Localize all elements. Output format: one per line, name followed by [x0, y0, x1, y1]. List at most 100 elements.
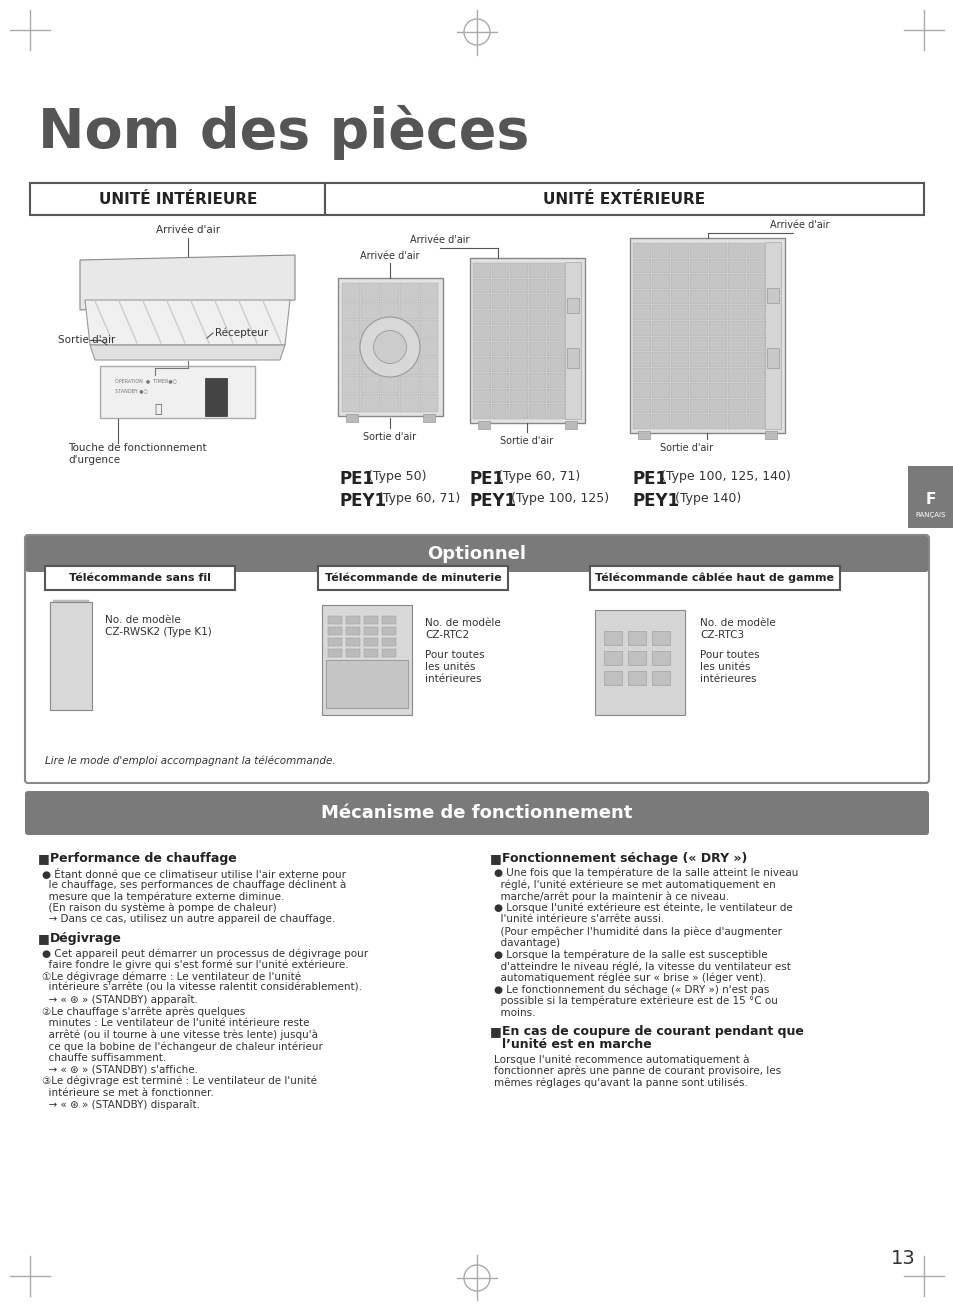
Bar [528, 294, 546, 310]
Bar [633, 414, 650, 428]
Bar [53, 613, 89, 622]
Bar [510, 374, 527, 388]
Bar [766, 289, 779, 303]
FancyBboxPatch shape [26, 535, 927, 572]
Bar [708, 243, 726, 257]
Bar [341, 338, 360, 357]
Text: le chauffage, ses performances de chauffage déclinent à: le chauffage, ses performances de chauff… [42, 880, 346, 891]
Bar [491, 294, 509, 310]
Bar [341, 283, 360, 300]
Text: moins.: moins. [494, 1007, 535, 1017]
Text: réglé, l'unité extérieure se met automatiquement en: réglé, l'unité extérieure se met automat… [494, 880, 775, 891]
Bar [346, 649, 359, 657]
Bar [689, 306, 707, 320]
Text: (Type 60, 71): (Type 60, 71) [377, 492, 459, 505]
Bar [361, 320, 379, 338]
Text: Sortie d'air: Sortie d'air [659, 443, 713, 453]
Bar [346, 414, 357, 422]
Bar [491, 325, 509, 341]
Bar [651, 671, 669, 686]
Text: ①Le dégivrage démarre : Le ventilateur de l'unité: ①Le dégivrage démarre : Le ventilateur d… [42, 972, 301, 982]
Bar [547, 325, 564, 341]
Bar [627, 631, 645, 645]
Bar [633, 353, 650, 367]
Text: marche/arrêt pour la maintenir à ce niveau.: marche/arrêt pour la maintenir à ce nive… [494, 891, 728, 901]
Bar [419, 320, 437, 338]
Bar [633, 274, 650, 289]
Bar [326, 660, 408, 708]
Text: d'atteindre le niveau réglé, la vitesse du ventilateur est: d'atteindre le niveau réglé, la vitesse … [494, 961, 790, 972]
Bar [341, 376, 360, 393]
Bar [328, 639, 341, 646]
Bar [708, 383, 726, 398]
Bar [708, 259, 726, 273]
Bar [380, 283, 398, 300]
Bar [547, 374, 564, 388]
Text: Arrivée d'air: Arrivée d'air [155, 225, 220, 235]
Bar [627, 650, 645, 665]
Text: (Type 140): (Type 140) [675, 492, 740, 505]
Text: intérieure se met à fonctionner.: intérieure se met à fonctionner. [42, 1088, 213, 1097]
Bar [651, 631, 669, 645]
Bar [727, 353, 745, 367]
Bar [603, 631, 621, 645]
Text: → Dans ce cas, utilisez un autre appareil de chauffage.: → Dans ce cas, utilisez un autre apparei… [42, 914, 335, 925]
Text: → « ⊛ » (STANDBY) s'affiche.: → « ⊛ » (STANDBY) s'affiche. [42, 1064, 198, 1075]
Bar [380, 338, 398, 357]
Bar [53, 680, 89, 700]
Bar [380, 376, 398, 393]
Bar [528, 358, 546, 372]
Bar [361, 358, 379, 375]
Polygon shape [90, 345, 285, 360]
Bar [564, 263, 580, 419]
Text: Pour toutes: Pour toutes [700, 650, 759, 660]
Bar [473, 294, 490, 310]
Bar [510, 310, 527, 325]
Bar [689, 414, 707, 428]
Text: mêmes réglages qu'avant la panne sont utilisés.: mêmes réglages qu'avant la panne sont ut… [494, 1077, 747, 1088]
Bar [510, 278, 527, 294]
Text: ● Une fois que la température de la salle atteint le niveau: ● Une fois que la température de la sall… [494, 868, 798, 879]
Text: Télécommande de minuterie: Télécommande de minuterie [324, 573, 500, 582]
Bar [491, 278, 509, 294]
Bar [381, 616, 395, 624]
Bar [708, 414, 726, 428]
Bar [689, 243, 707, 257]
Bar [746, 274, 764, 289]
Bar [746, 321, 764, 336]
Bar [670, 274, 688, 289]
Text: Sortie d'air: Sortie d'air [58, 336, 115, 345]
Text: Arrivée d'air: Arrivée d'air [770, 219, 829, 230]
Bar [651, 398, 669, 414]
Bar [380, 358, 398, 375]
Text: No. de modèle: No. de modèle [105, 615, 180, 626]
Text: ③Le dégivrage est terminé : Le ventilateur de l'unité: ③Le dégivrage est terminé : Le ventilate… [42, 1076, 316, 1087]
Bar [399, 394, 418, 411]
Bar [670, 414, 688, 428]
Bar [689, 290, 707, 304]
Text: No. de modèle: No. de modèle [700, 618, 775, 628]
Bar [205, 377, 227, 417]
Text: (En raison du système à pompe de chaleur): (En raison du système à pompe de chaleur… [42, 902, 276, 913]
Bar [528, 325, 546, 341]
Bar [564, 421, 577, 428]
Bar [473, 325, 490, 341]
Bar [364, 649, 377, 657]
Text: CZ-RTC3: CZ-RTC3 [700, 629, 743, 640]
Bar [651, 383, 669, 398]
Bar [470, 259, 584, 423]
Bar [346, 616, 359, 624]
Bar [547, 263, 564, 278]
Bar [670, 383, 688, 398]
Bar [651, 650, 669, 665]
Bar [346, 639, 359, 646]
Bar [670, 368, 688, 383]
Bar [727, 306, 745, 320]
Text: intérieures: intérieures [424, 674, 481, 684]
Bar [491, 389, 509, 404]
Bar [547, 278, 564, 294]
Bar [473, 341, 490, 357]
Text: Arrivée d'air: Arrivée d'air [410, 235, 469, 246]
Text: faire fondre le givre qui s'est formé sur l'unité extérieure.: faire fondre le givre qui s'est formé su… [42, 960, 348, 970]
Bar [361, 394, 379, 411]
